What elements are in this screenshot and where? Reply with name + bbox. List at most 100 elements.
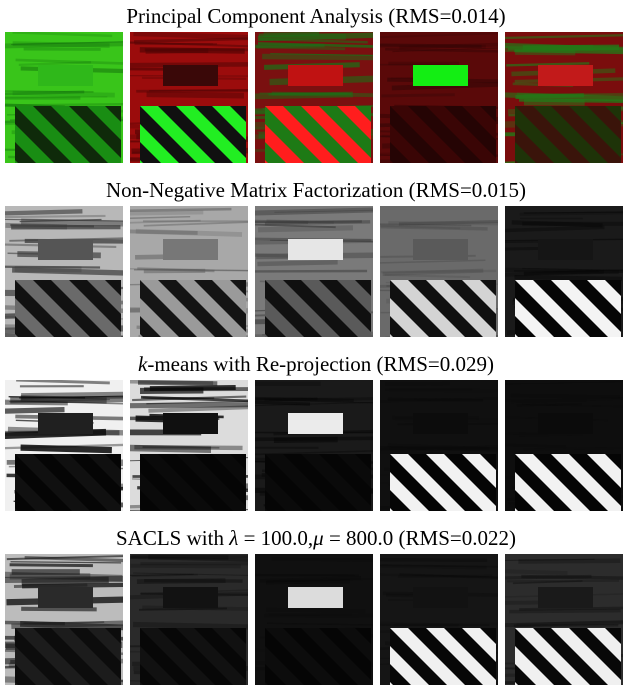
wood-grain bbox=[266, 577, 373, 583]
stripe bbox=[515, 160, 518, 163]
kmeans-component-1 bbox=[5, 380, 123, 511]
striped-square bbox=[140, 454, 246, 511]
stripe bbox=[15, 682, 18, 685]
wood-grain bbox=[255, 574, 359, 577]
wood-grain bbox=[12, 90, 115, 98]
wood-grain bbox=[505, 398, 587, 403]
striped-square bbox=[515, 106, 621, 163]
stripe bbox=[15, 124, 54, 163]
wood-grain bbox=[399, 41, 498, 50]
wood-grain bbox=[11, 569, 80, 575]
nmf-component-4 bbox=[380, 206, 498, 337]
stripe bbox=[515, 628, 590, 685]
wood-grain bbox=[136, 89, 248, 93]
striped-square bbox=[515, 280, 621, 337]
wood-grain bbox=[505, 558, 595, 562]
wood-grain bbox=[135, 228, 243, 237]
wood-grain bbox=[389, 388, 498, 393]
wood-grain bbox=[505, 619, 623, 628]
wood-grain bbox=[521, 574, 623, 581]
wood-grain bbox=[505, 569, 568, 576]
stripe bbox=[390, 298, 429, 337]
stripe bbox=[15, 628, 90, 685]
component-row bbox=[5, 554, 627, 685]
stripe bbox=[212, 280, 246, 314]
wood-grain bbox=[255, 401, 373, 407]
stripe bbox=[515, 472, 554, 511]
wood-grain bbox=[149, 89, 248, 92]
wood-grain bbox=[510, 393, 621, 399]
striped-square bbox=[390, 106, 496, 163]
wood-grain bbox=[255, 446, 319, 449]
sample-rectangle bbox=[163, 413, 218, 434]
stripe bbox=[87, 628, 121, 662]
stripe bbox=[265, 298, 304, 337]
wood-grain bbox=[511, 396, 623, 404]
wood-grain bbox=[387, 443, 490, 451]
stripe bbox=[587, 106, 621, 140]
wood-grain bbox=[130, 444, 212, 454]
wood-grain bbox=[5, 399, 123, 405]
wood-grain bbox=[255, 269, 368, 273]
stripe bbox=[390, 124, 429, 163]
sacls-component-5 bbox=[505, 554, 623, 685]
sample-rectangle bbox=[413, 587, 468, 608]
stripe bbox=[265, 508, 268, 511]
sample-rectangle bbox=[288, 413, 343, 434]
title-part: -means with Re-projection (RMS=0.029) bbox=[147, 352, 494, 376]
title-part: SACLS with bbox=[116, 526, 230, 550]
wood-grain bbox=[514, 275, 622, 281]
wood-grain bbox=[130, 563, 241, 569]
striped-square bbox=[390, 454, 496, 511]
wood-grain bbox=[9, 563, 93, 568]
wood-grain bbox=[130, 573, 194, 577]
striped-square bbox=[515, 628, 621, 685]
striped-square bbox=[15, 628, 121, 685]
wood-grain bbox=[264, 396, 373, 402]
wood-grain bbox=[505, 269, 604, 277]
wood-grain bbox=[130, 229, 198, 235]
wood-grain bbox=[270, 53, 373, 57]
wood-grain bbox=[142, 446, 220, 449]
wood-grain bbox=[136, 578, 226, 585]
wood-grain bbox=[384, 273, 471, 279]
wood-grain bbox=[12, 267, 123, 277]
stripe bbox=[15, 472, 54, 511]
stripe bbox=[515, 646, 554, 685]
stripe bbox=[140, 628, 215, 685]
stripe bbox=[87, 454, 121, 488]
wood-grain bbox=[13, 583, 88, 589]
wood-grain bbox=[255, 220, 362, 224]
wood-grain bbox=[12, 32, 113, 38]
wood-grain bbox=[380, 623, 490, 626]
wood-grain bbox=[259, 575, 362, 583]
wood-grain bbox=[130, 42, 213, 45]
wood-grain bbox=[523, 445, 623, 451]
striped-square bbox=[515, 454, 621, 511]
wood-grain bbox=[255, 573, 355, 577]
stripe bbox=[140, 646, 179, 685]
wood-grain bbox=[505, 225, 605, 233]
stripe bbox=[337, 628, 371, 662]
wood-grain bbox=[148, 554, 229, 560]
nmf-component-1 bbox=[5, 206, 123, 337]
sample-rectangle bbox=[38, 413, 93, 434]
striped-square bbox=[140, 106, 246, 163]
wood-grain bbox=[380, 621, 459, 628]
wood-grain bbox=[380, 224, 488, 231]
striped-square bbox=[390, 628, 496, 685]
stripe bbox=[515, 124, 554, 163]
wood-grain bbox=[144, 578, 243, 583]
wood-grain bbox=[505, 92, 623, 103]
kmeans-component-5 bbox=[505, 380, 623, 511]
stripe bbox=[87, 106, 121, 140]
stripe bbox=[140, 508, 143, 511]
wood-grain bbox=[269, 399, 373, 405]
wood-grain bbox=[505, 443, 567, 449]
wood-grain bbox=[140, 387, 204, 394]
wood-grain bbox=[267, 622, 373, 626]
wood-grain bbox=[381, 93, 455, 98]
wood-grain bbox=[523, 269, 623, 276]
sample-rectangle bbox=[288, 239, 343, 260]
stripe bbox=[265, 334, 268, 337]
